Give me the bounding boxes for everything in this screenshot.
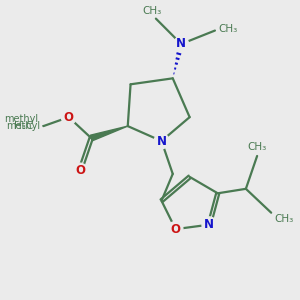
Text: H₃C: H₃C: [14, 121, 34, 130]
Circle shape: [168, 221, 183, 237]
Text: methyl: methyl: [42, 124, 47, 125]
Text: N: N: [157, 134, 166, 148]
Text: CH₃: CH₃: [248, 142, 267, 152]
Text: O: O: [64, 111, 74, 124]
Circle shape: [73, 163, 87, 179]
Circle shape: [61, 110, 76, 125]
Polygon shape: [90, 126, 128, 141]
Text: CH₃: CH₃: [218, 24, 238, 34]
Circle shape: [202, 217, 217, 233]
Text: methyl: methyl: [4, 114, 38, 124]
Text: N: N: [176, 38, 186, 50]
Text: methyl: methyl: [6, 121, 40, 131]
Text: O: O: [171, 223, 181, 236]
Circle shape: [154, 133, 169, 149]
Circle shape: [174, 36, 188, 52]
Text: N: N: [204, 218, 214, 231]
Text: CH₃: CH₃: [274, 214, 294, 224]
Text: O: O: [75, 164, 85, 177]
Text: CH₃: CH₃: [142, 6, 161, 16]
